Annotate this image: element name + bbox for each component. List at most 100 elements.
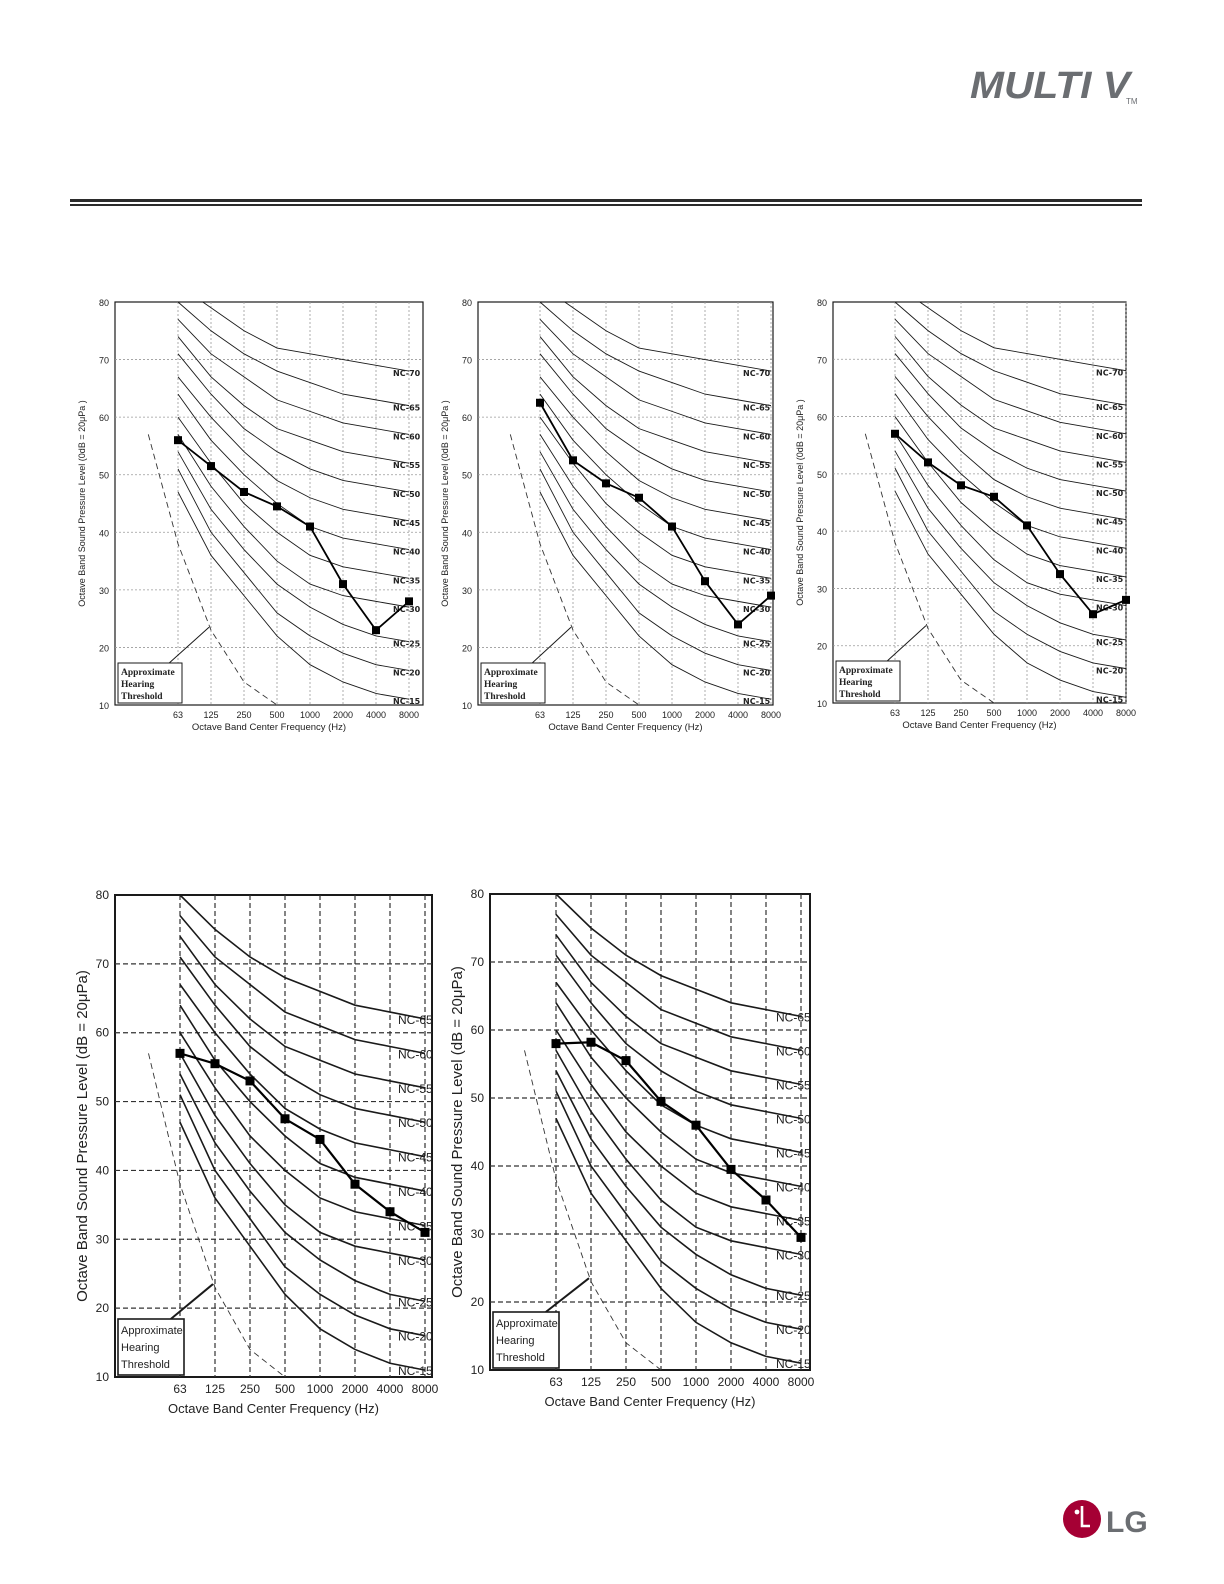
lg-logo-eye [1074, 1509, 1080, 1515]
hearing-threshold-curve [147, 434, 278, 706]
threshold-label-text: Hearing [839, 678, 872, 688]
threshold-leader-line [170, 1283, 214, 1320]
series-line [894, 433, 1127, 616]
nc-curve [177, 301, 410, 407]
nc-label: NC-35 [393, 576, 421, 585]
data-point [405, 597, 413, 606]
nc-curve [555, 1050, 802, 1256]
data-point [726, 1164, 736, 1174]
nc-label: NC-30 [776, 1248, 811, 1262]
data-point [306, 522, 314, 531]
x-tick-label: 250 [953, 708, 968, 718]
x-tick-label: 63 [890, 708, 900, 718]
y-tick-label: 20 [471, 1295, 485, 1309]
nc-label: NC-20 [393, 668, 421, 677]
y-axis-title: Octave Band Sound Pressure Level (0dB = … [440, 400, 450, 607]
nc-curve [179, 894, 426, 1020]
nc-curve [894, 433, 1127, 607]
threshold-label-text: Hearing [121, 1342, 160, 1354]
data-point [957, 481, 965, 490]
hearing-threshold-curve [148, 1053, 286, 1378]
trademark-mark: TM [1126, 97, 1138, 106]
nc-curve [179, 1052, 426, 1261]
data-point [551, 1039, 561, 1049]
nc-chart-5: 10 20 30 40 50 60 70 80 63 125 250 500 1000 2000 4000 8… [449, 887, 815, 1409]
nc-curve [555, 893, 802, 1018]
data-point [586, 1037, 596, 1047]
y-tick-label: 20 [99, 643, 109, 653]
nc-curve [179, 984, 426, 1158]
x-axis-title: Octave Band Center Frequency (Hz) [548, 722, 702, 733]
x-tick-label: 125 [581, 1375, 601, 1389]
x-axis-title: Octave Band Center Frequency (Hz) [902, 720, 1056, 731]
data-point [1089, 610, 1097, 619]
nc-curve [894, 467, 1127, 670]
nc-curve [179, 935, 426, 1089]
nc-label: NC-25 [393, 640, 421, 649]
y-tick-label: 30 [817, 584, 827, 594]
nc-curve [179, 1073, 426, 1303]
x-tick-label: 1000 [683, 1375, 710, 1389]
nc-label: NC-30 [398, 1254, 433, 1268]
plot-area [114, 894, 433, 1378]
nc-chart-3: 10 20 30 40 50 60 70 80 63 125 250 500 1000 2000 4000 8… [795, 298, 1136, 731]
nc-label: NC-25 [398, 1295, 433, 1309]
nc-label: NC-55 [1096, 460, 1124, 469]
x-tick-label: 2000 [695, 710, 715, 720]
x-tick-label: 4000 [1083, 708, 1103, 718]
y-tick-label: 40 [817, 527, 827, 537]
nc-curve [539, 434, 772, 608]
x-tick-label: 63 [173, 710, 183, 720]
data-point [635, 493, 643, 502]
x-axis-title: Octave Band Center Frequency (Hz) [192, 722, 346, 733]
nc-label: NC-30 [1096, 604, 1124, 613]
y-tick-label: 30 [462, 586, 472, 596]
nc-label: NC-30 [743, 605, 771, 614]
y-tick-label: 10 [462, 701, 472, 711]
data-point [350, 1179, 360, 1189]
x-tick-label: 1000 [307, 1382, 334, 1396]
nc-curve [894, 353, 1127, 492]
y-tick-label: 30 [99, 586, 109, 596]
nc-label: NC-40 [743, 548, 771, 557]
nc-label: NC-60 [398, 1047, 433, 1061]
data-point [734, 620, 742, 629]
x-tick-label: 500 [269, 710, 284, 720]
data-point [280, 1114, 290, 1124]
data-point [1023, 521, 1031, 530]
nc-curve [177, 434, 410, 608]
nc-label: NC-15 [1096, 695, 1124, 704]
y-tick-label: 50 [96, 1095, 110, 1109]
nc-curve [555, 1090, 802, 1330]
nc-label: NC-65 [776, 1010, 811, 1024]
plot-area [832, 301, 1127, 704]
nc-curve [179, 915, 426, 1055]
y-tick-label: 20 [462, 643, 472, 653]
x-tick-label: 1000 [662, 710, 682, 720]
series-line [177, 439, 410, 632]
y-tick-label: 70 [462, 356, 472, 366]
data-point [339, 580, 347, 589]
nc-label: NC-70 [743, 369, 771, 378]
x-tick-label: 2000 [342, 1382, 369, 1396]
nc-label: NC-20 [776, 1323, 811, 1337]
nc-label: NC-60 [1096, 432, 1124, 441]
nc-curve [177, 353, 410, 493]
y-tick-label: 80 [471, 887, 485, 901]
threshold-label-box [117, 662, 183, 704]
nc-curve [555, 1070, 802, 1296]
nc-chart-2: 10 20 30 40 50 60 70 80 63 125 250 500 1000 2000 4000 8… [440, 298, 781, 733]
nc-label: NC-20 [398, 1330, 433, 1344]
y-tick-label: 60 [96, 1026, 110, 1040]
nc-curve [177, 318, 410, 435]
y-tick-label: 40 [462, 528, 472, 538]
threshold-label-box [480, 662, 546, 704]
y-tick-label: 50 [817, 470, 827, 480]
multi-v-logo: MULTI V TM [970, 65, 1138, 107]
nc-label: NC-50 [776, 1112, 811, 1126]
x-tick-label: 1000 [300, 710, 320, 720]
nc-curve [555, 1029, 802, 1222]
y-tick-label: 10 [96, 1370, 110, 1384]
x-tick-label: 500 [275, 1382, 295, 1396]
threshold-leader-line [168, 626, 210, 664]
